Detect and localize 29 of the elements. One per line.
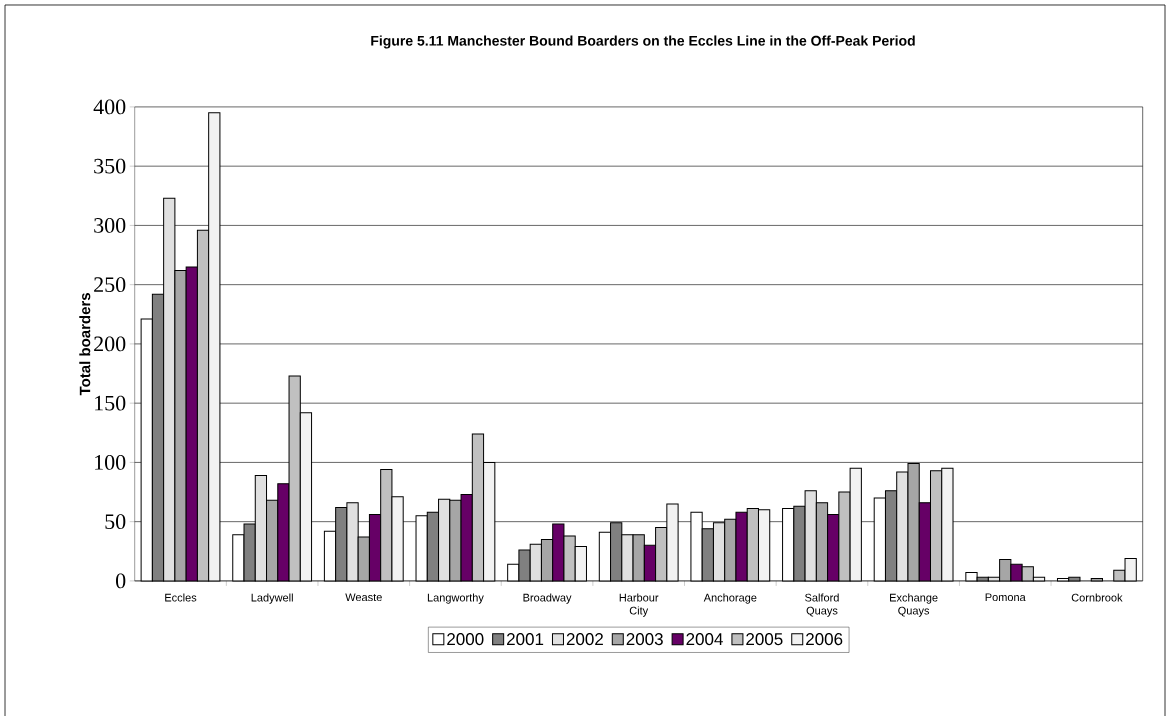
y-tick-label: 350 [94,158,126,174]
y-tick-label: 150 [95,395,126,411]
y-axis-title: Total boarders [79,293,91,396]
legend-label: 2004 [686,633,723,646]
y-tick-label: 100 [95,454,126,470]
x-tick-label: Ladywell [251,593,293,604]
x-tick-label: Eccles [165,593,197,602]
legend-label: 2003 [626,633,663,646]
y-tick-label: 50 [105,514,126,530]
x-tick-label: Anchorage [703,593,757,604]
legend-label: 2002 [566,633,603,646]
x-tick-label: Langworthy [427,593,484,604]
x-tick-label: Pomona [985,593,1026,602]
x-tick-label: Cornbrook [1071,593,1123,602]
legend-label: 2001 [507,633,544,646]
x-tick-label: Broadway [523,593,572,604]
legend-label: 2000 [447,633,484,646]
chart-title: Figure 5.11 Manchester Bound Boarders on the Eccles Line in the Off-Peak Period [371,35,915,49]
y-tick-label: 300 [94,217,126,233]
x-tick-label: Exchange Quays [890,593,938,617]
x-tick-label: Weaste [345,593,382,602]
legend-label: 2005 [746,633,783,646]
x-tick-label: Salford Quays [805,593,839,617]
legend-label: 2006 [806,633,843,646]
y-tick-label: 400 [93,99,126,115]
y-tick-label: 0 [116,573,126,589]
x-tick-label: Harbour City [619,593,659,617]
y-tick-label: 200 [94,336,126,352]
y-tick-label: 250 [94,277,126,293]
